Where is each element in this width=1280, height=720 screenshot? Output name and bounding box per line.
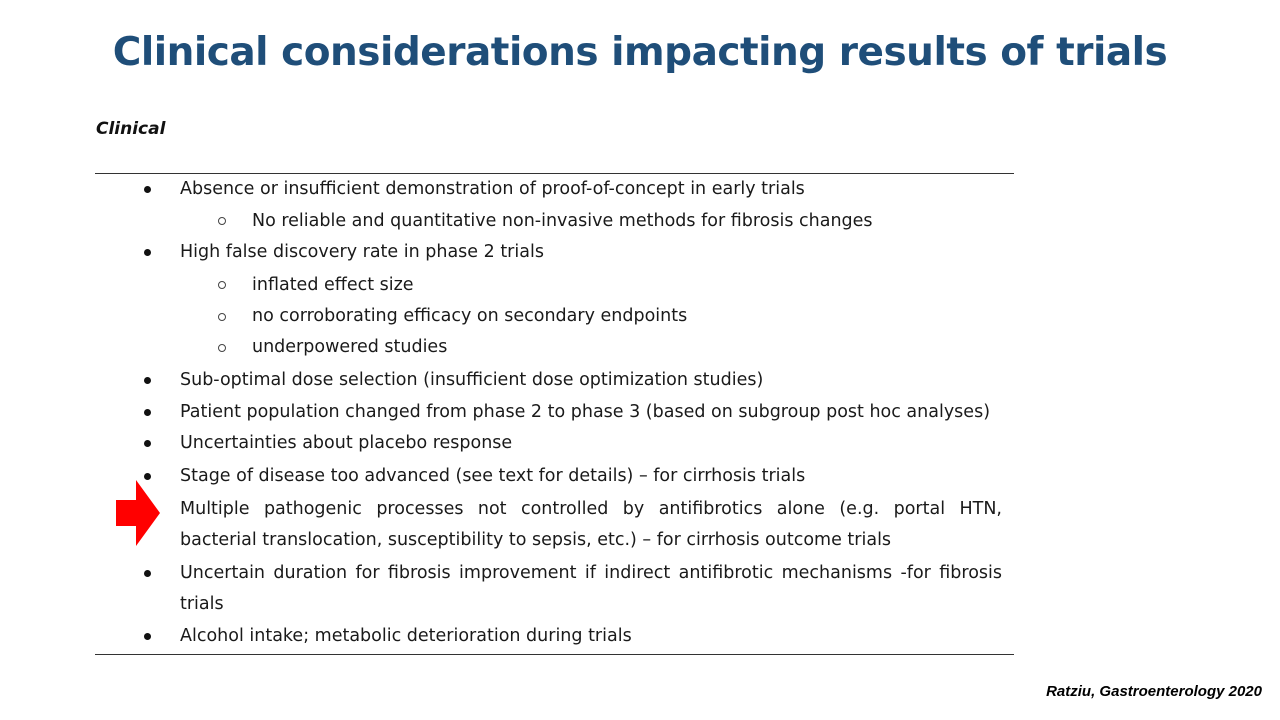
- slide-title: Clinical considerations impacting result…: [112, 30, 1168, 75]
- bullet-dot: [144, 377, 151, 384]
- list-item: High false discovery rate in phase 2 tri…: [180, 242, 544, 262]
- sub-list-item: inflated effect size: [252, 275, 414, 295]
- list-item: Stage of disease too advanced (see text …: [180, 466, 806, 486]
- bullet-dot: [144, 633, 151, 640]
- list-item: Sub-optimal dose selection (insufficient…: [180, 370, 764, 390]
- list-item-line-2: bacterial translocation, susceptibility …: [180, 530, 892, 550]
- sub-bullet-circle: [218, 217, 226, 225]
- sub-bullet-circle: [218, 313, 226, 321]
- sub-bullet-circle: [218, 344, 226, 352]
- section-heading: Clinical: [96, 119, 166, 139]
- sub-list-item: no corroborating efficacy on secondary e…: [252, 306, 688, 326]
- sub-bullet-circle: [218, 281, 226, 289]
- list-item: Uncertainties about placebo response: [180, 433, 513, 453]
- list-item-line-1: Multiple pathogenic processes not contro…: [180, 499, 1002, 519]
- red-right-arrow-icon: [116, 480, 160, 546]
- bullet-dot: [144, 249, 151, 256]
- list-item-line-1: Uncertain duration for fibrosis improvem…: [180, 563, 1002, 583]
- sub-list-item: No reliable and quantitative non-invasiv…: [252, 211, 873, 231]
- bullet-dot: [144, 186, 151, 193]
- list-item: Absence or insufficient demonstration of…: [180, 179, 805, 199]
- list-item: Patient population changed from phase 2 …: [180, 402, 991, 422]
- bullet-dot: [144, 473, 151, 480]
- bullet-dot: [144, 440, 151, 447]
- table-top-rule: [95, 173, 1014, 174]
- sub-list-item: underpowered studies: [252, 337, 448, 357]
- bullet-dot: [144, 409, 151, 416]
- bullet-dot: [144, 570, 151, 577]
- citation: Ratziu, Gastroenterology 2020: [1046, 683, 1262, 700]
- list-item-line-2: trials: [180, 594, 224, 614]
- list-item: Alcohol intake; metabolic deterioration …: [180, 626, 632, 646]
- table-bottom-rule: [95, 654, 1014, 655]
